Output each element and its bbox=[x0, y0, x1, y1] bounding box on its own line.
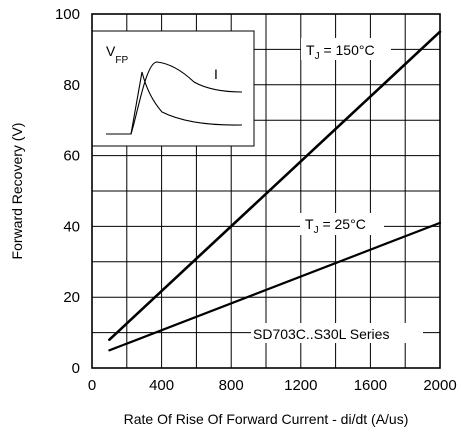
waveform-inset: VFP I bbox=[91, 30, 255, 147]
y-tick-label: 40 bbox=[63, 218, 80, 235]
inset-frame bbox=[91, 30, 255, 147]
y-tick-label: 80 bbox=[63, 77, 80, 94]
plot-frame bbox=[91, 13, 441, 369]
series-name-bg bbox=[251, 323, 423, 343]
y-axis-label: Forward Recovery (V) bbox=[9, 123, 25, 260]
y-tick-label: 60 bbox=[63, 148, 80, 165]
inset-current-curve bbox=[130, 61, 243, 135]
x-tick-label: 400 bbox=[149, 377, 174, 394]
tick-labels: 0 400 800 1200 1600 2000 0 20 40 60 80 100 bbox=[55, 6, 457, 394]
series-label-150: TJ = 150°C bbox=[306, 42, 375, 62]
x-axis-label: Rate Of Rise Of Forward Current - di/dt … bbox=[124, 411, 409, 427]
inset-current-label: I bbox=[214, 66, 218, 82]
series-line-1 bbox=[108, 221, 442, 352]
label-150-bg bbox=[301, 38, 391, 60]
x-tick-label: 2000 bbox=[423, 377, 456, 394]
y-tick-label: 0 bbox=[72, 360, 80, 377]
series bbox=[108, 30, 442, 352]
y-tick-label: 100 bbox=[55, 6, 80, 23]
label-25-bg bbox=[300, 213, 384, 235]
x-tick-label: 1600 bbox=[354, 377, 387, 394]
inset-vfp-label: VFP bbox=[106, 43, 128, 66]
series-line-0 bbox=[108, 30, 442, 341]
y-tick-label: 20 bbox=[63, 289, 80, 306]
series-name: SD703C..S30L Series bbox=[253, 326, 389, 342]
x-tick-label: 1200 bbox=[284, 377, 317, 394]
inset-vfp-curve bbox=[106, 71, 243, 135]
series-label-25: TJ = 25°C bbox=[305, 216, 366, 236]
x-tick-label: 0 bbox=[88, 377, 96, 394]
x-tick-label: 800 bbox=[219, 377, 244, 394]
